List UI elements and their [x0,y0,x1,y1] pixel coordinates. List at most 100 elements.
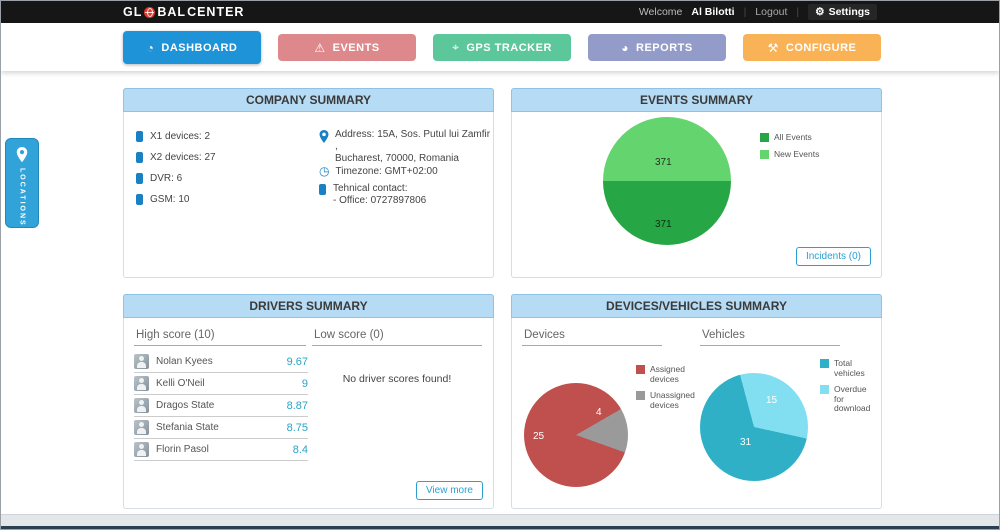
tab-events[interactable]: ⚠ EVENTS [278,34,416,61]
clock-icon: ◷ [319,164,330,178]
panel-title: COMPANY SUMMARY [123,88,494,112]
legend-item: Assigned devices [636,364,702,384]
window-edge [1,526,999,529]
legend-swatch [636,391,645,400]
gear-icon: ⚙ [815,6,825,18]
driver-score: 8.4 [292,443,308,456]
pie-value-label: 15 [766,395,778,406]
panel-title: DEVICES/VEHICLES SUMMARY [511,294,882,318]
device-icon [136,173,143,184]
vehicles-legend: Total vehicles Overdue for download [820,358,878,414]
avatar [134,442,149,457]
legend-label: Total vehicles [834,358,865,378]
low-score-title: Low score (0) [314,329,384,341]
nav-tabs: ◔ DASHBOARD ⚠ EVENTS ⌖ GPS TRACKER ◕ REP… [123,31,881,64]
settings-label: Settings [828,6,870,18]
panel-title: EVENTS SUMMARY [511,88,882,112]
tab-label: CONFIGURE [785,41,857,54]
timezone-row: ◷ Timezone: GMT+02:00 [319,164,438,178]
logo-text-post: CENTER [187,5,245,19]
incidents-button[interactable]: Incidents (0) [795,247,871,266]
tab-dashboard[interactable]: ◔ DASHBOARD [123,31,261,64]
pie-value-label: 25 [533,431,545,442]
username: Al Bilotti [691,6,735,18]
pie-chart-icon: ◕ [621,40,630,55]
vehicles-subtitle: Vehicles [702,329,745,341]
contact-block: Tehnical contact: - Office: 0727897806 [319,183,426,207]
pie-value-label: 31 [740,437,752,448]
logout-link[interactable]: Logout [755,6,788,18]
globe-icon [144,6,156,18]
contact-text: Tehnical contact: - Office: 0727897806 [333,183,426,207]
divider [522,345,662,346]
logo-text-pre: GL [123,5,143,19]
avatar [134,376,149,391]
device-count-row: X2 devices: 27 [136,152,216,163]
topbar-actions: Welcome Al Bilotti | Logout | ⚙ Settings [639,4,877,20]
legend-swatch [760,133,769,142]
avatar [134,420,149,435]
devices-pie-chart: 25 4 [524,383,628,487]
devices-legend: Assigned devices Unassigned devices [636,364,702,410]
driver-score: 9 [301,377,308,390]
tab-reports[interactable]: ◕ REPORTS [588,34,726,61]
wrench-icon: ⚒ [767,40,779,55]
contact-title: Tehnical contact: [333,183,408,194]
driver-name: Florin Pasol [156,444,209,455]
device-count-row: GSM: 10 [136,194,189,205]
driver-name: Dragos State [156,400,215,411]
legend-swatch [820,385,829,394]
legend-swatch [820,359,829,368]
legend-item: All Events [760,132,819,143]
avatar [134,354,149,369]
events-pie-chart: 371 371 [603,117,731,245]
tab-configure[interactable]: ⚒ CONFIGURE [743,34,881,61]
divider [312,345,482,346]
phone-icon [319,184,326,195]
legend-label: Unassigned devices [650,390,695,410]
pie-value-label: 371 [655,157,672,168]
address-line1: Address: 15A, Sos. Putul lui Zamfir , [335,129,491,152]
legend-item: New Events [760,148,820,160]
address-line2: Bucharest, 70000, Romania [335,153,459,164]
locations-label: LOCATIONS [18,168,26,227]
timezone-label: Timezone: GMT+02:00 [335,165,438,177]
footer-strip [1,514,999,529]
driver-row: Stefania State 8.75 [134,417,308,439]
avatar [134,398,149,413]
legend-label: New Events [774,148,820,159]
locations-side-tab[interactable]: LOCATIONS [5,138,39,228]
legend-swatch [760,149,769,159]
pie-value-label: 371 [655,219,672,230]
welcome-label: Welcome [638,6,683,18]
high-score-list: Nolan Kyees 9.67 Kelli O'Neil 9 Dragos S… [134,351,308,461]
map-pin-icon: ⌖ [452,40,460,54]
driver-row: Kelli O'Neil 9 [134,373,308,395]
device-icon [136,194,143,205]
device-count-row: X1 devices: 2 [136,131,210,142]
driver-name: Kelli O'Neil [156,378,205,389]
low-score-empty-message: No driver scores found! [342,373,452,385]
legend-item: Total vehicles [820,358,878,378]
driver-row: Nolan Kyees 9.67 [134,351,308,373]
events-legend: All Events New Events [760,132,820,160]
device-icon [136,131,143,142]
drivers-summary-panel: DRIVERS SUMMARY High score (10) Low scor… [123,294,494,509]
device-icon [136,152,143,163]
tab-label: REPORTS [636,41,693,54]
device-count-label: GSM: 10 [150,194,190,205]
warning-triangle-icon: ⚠ [314,40,326,55]
logo-text-mid: BAL [157,5,187,19]
divider [700,345,840,346]
app-logo: GL BAL CENTER [123,5,244,19]
legend-item: Overdue for download [820,384,878,414]
tab-gps-tracker[interactable]: ⌖ GPS TRACKER [433,34,571,61]
device-count-row: DVR: 6 [136,173,182,184]
driver-name: Nolan Kyees [156,356,213,367]
pie-value-label: 4 [596,407,602,418]
view-more-button[interactable]: View more [415,481,483,500]
settings-button[interactable]: ⚙ Settings [808,4,877,20]
legend-item: Unassigned devices [636,390,702,410]
tab-label: EVENTS [332,41,380,54]
